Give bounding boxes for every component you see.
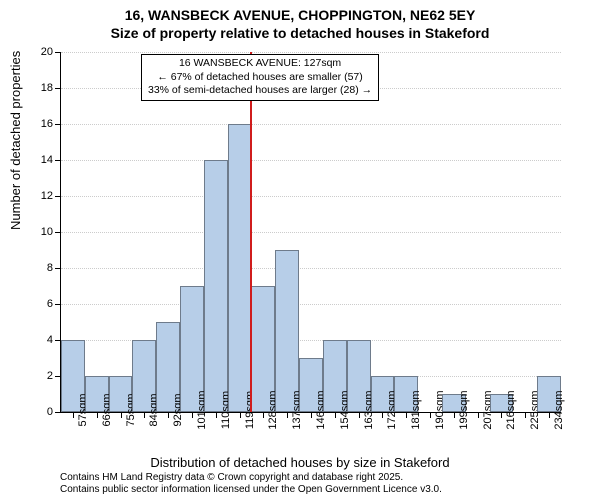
histogram-bar [204,160,228,412]
x-tick [406,412,407,418]
x-tick-label: 199sqm [458,390,470,429]
x-tick [382,412,383,418]
x-tick [478,412,479,418]
x-tick [263,412,264,418]
grid-line [61,232,561,233]
histogram-bar [228,124,252,412]
x-tick-label: 234sqm [553,390,565,429]
footer-attrib: Contains HM Land Registry data © Crown c… [60,472,442,496]
grid-line [61,52,561,53]
x-tick [287,412,288,418]
x-tick [240,412,241,418]
x-tick [430,412,431,418]
x-tick [192,412,193,418]
grid-line [61,196,561,197]
x-tick-label: 181sqm [410,390,422,429]
x-tick [335,412,336,418]
y-tick [55,160,61,161]
y-tick [55,304,61,305]
annotation-line: 16 WANSBECK AVENUE: 127sqm [148,57,372,71]
x-tick [144,412,145,418]
y-tick-label: 8 [47,262,53,274]
x-tick-label: 216sqm [505,390,517,429]
y-tick-label: 2 [47,370,53,382]
x-tick [73,412,74,418]
grid-line [61,160,561,161]
y-tick-label: 20 [41,46,53,58]
grid-line [61,268,561,269]
grid-line [61,124,561,125]
title-line-2: Size of property relative to detached ho… [0,24,600,42]
annotation-line: ← 67% of detached houses are smaller (57… [148,71,372,85]
marker-line [250,52,252,412]
y-tick-label: 14 [41,154,53,166]
y-tick [55,232,61,233]
x-tick [97,412,98,418]
y-tick [55,52,61,53]
title-line-1: 16, WANSBECK AVENUE, CHOPPINGTON, NE62 5… [0,6,600,24]
x-tick [501,412,502,418]
x-tick [216,412,217,418]
y-tick-label: 6 [47,298,53,310]
y-tick-label: 0 [47,406,53,418]
y-tick-label: 12 [41,190,53,202]
y-axis-title: Number of detached properties [8,51,23,230]
y-tick [55,124,61,125]
x-tick [359,412,360,418]
y-tick-label: 10 [41,226,53,238]
y-tick-label: 18 [41,82,53,94]
annotation-line: 33% of semi-detached houses are larger (… [148,84,372,98]
y-tick [55,88,61,89]
chart-area: 0246810121416182057sqm66sqm75sqm84sqm92s… [60,52,561,413]
x-tick [525,412,526,418]
y-tick [55,196,61,197]
footer-line-1: Contains HM Land Registry data © Crown c… [60,472,442,484]
histogram-bar [275,250,299,412]
x-tick [311,412,312,418]
y-tick-label: 16 [41,118,53,130]
x-tick [168,412,169,418]
y-tick [55,268,61,269]
x-axis-title: Distribution of detached houses by size … [0,455,600,470]
x-tick [454,412,455,418]
annotation-box: 16 WANSBECK AVENUE: 127sqm← 67% of detac… [141,54,379,101]
y-tick-label: 4 [47,334,53,346]
y-tick [55,412,61,413]
x-tick [121,412,122,418]
grid-line [61,304,561,305]
footer-line-2: Contains public sector information licen… [60,484,442,496]
x-tick [549,412,550,418]
